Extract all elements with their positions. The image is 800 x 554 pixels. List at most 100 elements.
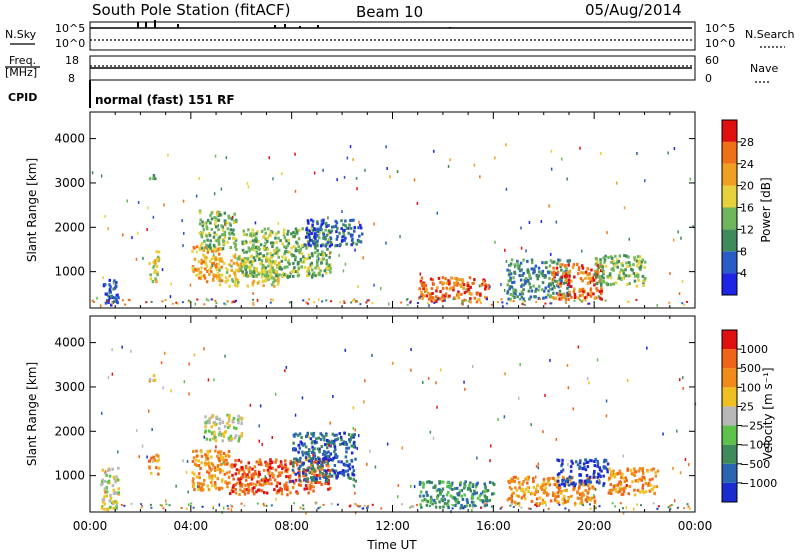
echo-cell (138, 455, 140, 459)
echo-cell (472, 365, 474, 368)
echo-cell (104, 214, 106, 218)
echo-cell (354, 445, 357, 449)
echo-cell (484, 486, 487, 490)
echo-cell (555, 220, 558, 224)
echo-cell (562, 281, 565, 285)
echo-cell (643, 477, 647, 481)
echo-cell (335, 456, 338, 460)
echo-cell (549, 294, 552, 298)
echo-cell (276, 282, 280, 286)
echo-cell (250, 272, 254, 276)
echo-cell (329, 486, 332, 490)
echo-cell (266, 240, 269, 243)
echo-cell (305, 473, 308, 477)
echo-cell (350, 451, 354, 455)
echo-cell (316, 258, 319, 262)
echo-cell (593, 475, 596, 479)
echo-cell (252, 270, 256, 274)
echo-cell (207, 471, 211, 475)
cpid-label: CPID (8, 91, 37, 104)
echo-cell (457, 296, 461, 300)
echo-cell (272, 298, 274, 302)
echo-cell (579, 501, 582, 505)
echo-cell (300, 441, 303, 445)
echo-cell (297, 471, 300, 475)
echo-cell (244, 464, 248, 468)
echo-cell (253, 233, 256, 237)
echo-cell (324, 453, 327, 457)
echo-cell (312, 235, 316, 239)
y-tick-label: 2000 (54, 424, 85, 438)
echo-cell (191, 479, 195, 483)
echo-cell (306, 229, 310, 232)
echo-cell (284, 273, 287, 277)
echo-cell (560, 268, 563, 272)
echo-cell (322, 257, 325, 261)
echo-cell (567, 278, 571, 282)
echo-cell (252, 475, 255, 479)
echo-cell (327, 455, 331, 459)
echo-cell (587, 377, 589, 381)
echo-cell (280, 489, 283, 493)
y-tick-label: 2000 (54, 220, 85, 234)
echo-cell (572, 290, 576, 294)
echo-cell (569, 465, 573, 469)
echo-cell (305, 435, 308, 438)
echo-cell (192, 456, 196, 460)
echo-cell (362, 507, 365, 510)
echo-cell (603, 260, 606, 264)
echo-cell (308, 483, 311, 487)
echo-cell (638, 255, 642, 259)
echo-cell (602, 256, 605, 260)
echo-cell (259, 243, 263, 247)
echo-cell (428, 505, 431, 508)
echo-cell (473, 504, 476, 508)
echo-cell (108, 298, 111, 301)
echo-cell (516, 261, 519, 265)
echo-cell (542, 274, 545, 278)
echo-cell (565, 267, 568, 271)
echo-cell (269, 234, 272, 238)
echo-cell (610, 256, 614, 260)
echo-cell (106, 480, 110, 484)
echo-cell (146, 228, 148, 231)
echo-cell (601, 265, 604, 269)
echo-cell (435, 381, 437, 385)
echo-cell (206, 457, 210, 461)
echo-cell (555, 280, 559, 283)
echo-cell (328, 472, 332, 476)
echo-cell (566, 270, 570, 274)
echo-cell (438, 480, 441, 484)
echo-cell (257, 239, 260, 243)
echo-cell (239, 416, 242, 420)
echo-cell (234, 245, 237, 249)
echo-cell (470, 500, 474, 504)
echo-cell (221, 469, 224, 473)
echo-cell (320, 219, 324, 223)
echo-cell (652, 485, 656, 489)
echo-cell (218, 242, 221, 246)
echo-cell (208, 449, 212, 453)
echo-cell (209, 246, 212, 250)
echo-cell (574, 501, 577, 505)
echo-cell (234, 237, 237, 241)
echo-cell (244, 268, 248, 272)
echo-cell (529, 276, 532, 280)
colorbar-swatch (722, 425, 737, 445)
echo-cell (353, 484, 356, 488)
echo-cell (335, 244, 339, 247)
echo-cell (335, 230, 338, 234)
echo-cell (515, 488, 519, 492)
echo-cell (232, 490, 235, 494)
echo-cell (251, 467, 254, 471)
echo-cell (571, 461, 574, 465)
echo-cell (580, 495, 584, 498)
echo-cell (204, 425, 207, 429)
echo-cell (558, 487, 561, 491)
echo-cell (592, 278, 596, 282)
echo-cell (326, 446, 329, 450)
echo-cell (688, 507, 691, 510)
echo-cell (226, 278, 230, 282)
echo-cell (202, 253, 205, 257)
